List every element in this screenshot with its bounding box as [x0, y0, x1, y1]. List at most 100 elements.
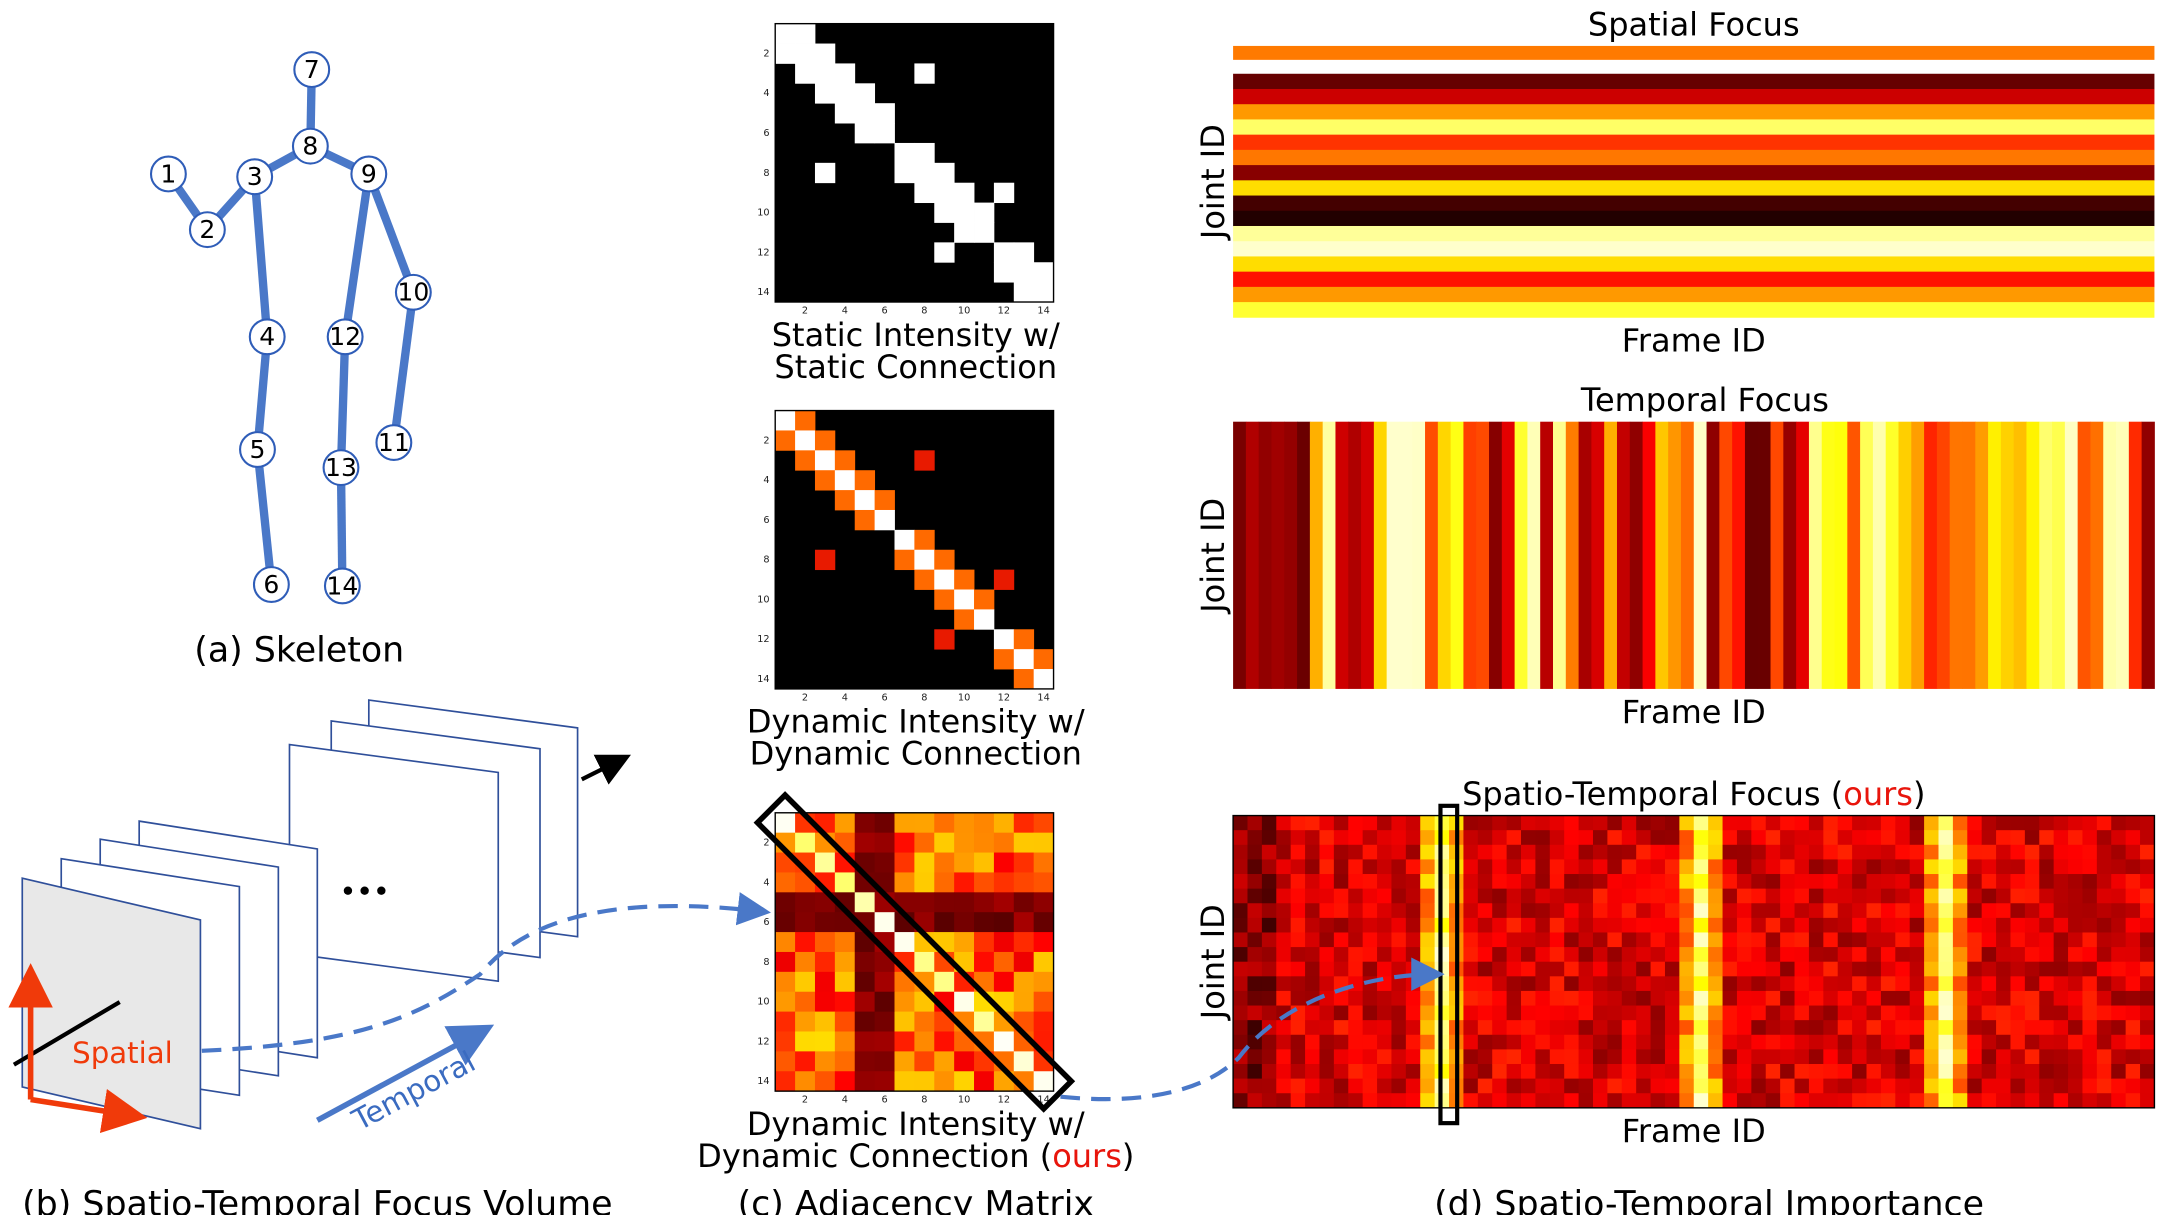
matrix-cell: [934, 162, 955, 184]
heat-cell: [1952, 1005, 1968, 1021]
title-part: Spatial Focus: [1588, 5, 1800, 43]
heat-cell: [1290, 1034, 1306, 1050]
heat-cell: [1492, 1049, 1508, 1065]
heat-cell: [1751, 1034, 1767, 1050]
heat-cell: [1924, 990, 1939, 1006]
heat-cell: [1276, 976, 1292, 992]
heat-cell: [1564, 1005, 1580, 1021]
heat-cell: [2039, 1063, 2055, 1080]
heat-cell: [2068, 917, 2083, 933]
heat-cell: [2024, 976, 2040, 992]
heat-cell: [1521, 1005, 1536, 1021]
heat-cell: [1535, 976, 1551, 992]
ellipsis-dot: [343, 886, 353, 895]
heat-cell: [1247, 1020, 1263, 1036]
heat-cell: [1362, 815, 1378, 831]
stripe: [1655, 421, 1669, 689]
heat-cell: [1463, 976, 1479, 992]
ellipsis-dot: [360, 886, 369, 895]
matrix-cell: [894, 162, 915, 184]
matrix-cell: [854, 991, 876, 1013]
heat-cell: [1679, 830, 1695, 846]
heat-cell: [1952, 990, 1968, 1006]
heat-cell: [2082, 888, 2098, 904]
heat-cell: [1247, 1063, 1263, 1080]
heat-cell: [2010, 947, 2026, 963]
heat-cell: [1506, 874, 1522, 890]
heat-cell: [1952, 888, 1968, 904]
heat-cell: [2140, 947, 2155, 963]
heat-cell: [1880, 1049, 1896, 1065]
heat-cell: [1305, 859, 1320, 875]
heat-cell: [1405, 1020, 1421, 1036]
heat-cell: [1765, 1078, 1781, 1094]
heat-cell: [1650, 815, 1666, 831]
heat-cell: [1780, 1063, 1795, 1080]
matrix-cell: [934, 832, 955, 853]
matrix-cell: [834, 932, 856, 953]
stripe: [1373, 421, 1388, 689]
heat-cell: [1261, 961, 1277, 977]
heat-cell: [1794, 874, 1810, 890]
heat-cell: [1636, 947, 1651, 963]
heat-cell: [1463, 874, 1479, 890]
matrix-cell: [934, 912, 955, 933]
heat-cell: [1751, 830, 1767, 846]
heat-cell: [1607, 830, 1623, 846]
heat-cell: [1765, 874, 1781, 890]
stripe: [1271, 421, 1285, 689]
heat-cell: [1420, 1034, 1436, 1050]
heat-cell: [1852, 961, 1867, 977]
heat-cell: [1535, 990, 1551, 1006]
heat-cell: [1708, 844, 1723, 860]
title-part: ): [1913, 775, 1925, 813]
heat-cell: [1592, 947, 1608, 963]
heat-cell: [1780, 976, 1795, 992]
heat-cell: [1233, 888, 1248, 904]
heat-cell: [1276, 1063, 1292, 1080]
matrix-cell: [993, 971, 1015, 993]
matrix-cell: [814, 549, 836, 571]
heat-cell: [1348, 947, 1364, 963]
heat-cell: [1808, 844, 1824, 860]
ellipsis-dot: [377, 886, 386, 895]
heat-cell: [1636, 844, 1651, 860]
heat-cell: [2024, 815, 2040, 831]
matrix-cell: [1013, 991, 1035, 1013]
matrix-cell: [974, 832, 995, 853]
heat-cell: [1506, 1020, 1522, 1036]
heat-cell: [2053, 976, 2069, 992]
matrix-cell: [894, 812, 915, 834]
heat-cell: [1823, 830, 1839, 846]
heat-cell: [1808, 917, 1824, 933]
heat-cell: [1564, 874, 1580, 890]
heat-cell: [1650, 859, 1666, 875]
matrix-cell: [795, 1031, 816, 1052]
stripe: [1233, 180, 2155, 196]
tick-label: 8: [921, 305, 927, 316]
heat-cell: [1794, 859, 1810, 875]
heat-cell: [2053, 859, 2069, 875]
matrix-cell: [954, 589, 975, 610]
heat-cell: [2024, 859, 2040, 875]
heat-cell: [1765, 947, 1781, 963]
heat-cell: [2111, 859, 2127, 875]
heat-cell: [2068, 1020, 2083, 1036]
heat-cell: [1996, 990, 2011, 1006]
heat-cell: [2082, 947, 2098, 963]
tick-label: 4: [763, 475, 769, 486]
heat-cell: [1924, 815, 1939, 831]
heat-cell: [1420, 844, 1436, 860]
heat-cell: [1463, 844, 1479, 860]
heat-cell: [1837, 976, 1853, 992]
heat-cell: [1765, 990, 1781, 1006]
heat-cell: [1751, 917, 1767, 933]
heat-cell: [2082, 874, 2098, 890]
matrix-cell: [874, 812, 895, 834]
heat-cell: [1708, 874, 1723, 890]
heat-cell: [1607, 917, 1623, 933]
heat-cell: [1708, 1093, 1723, 1109]
heat-cell: [1333, 961, 1349, 977]
heat-cell: [1592, 1063, 1608, 1080]
heat-cell: [1708, 932, 1723, 948]
